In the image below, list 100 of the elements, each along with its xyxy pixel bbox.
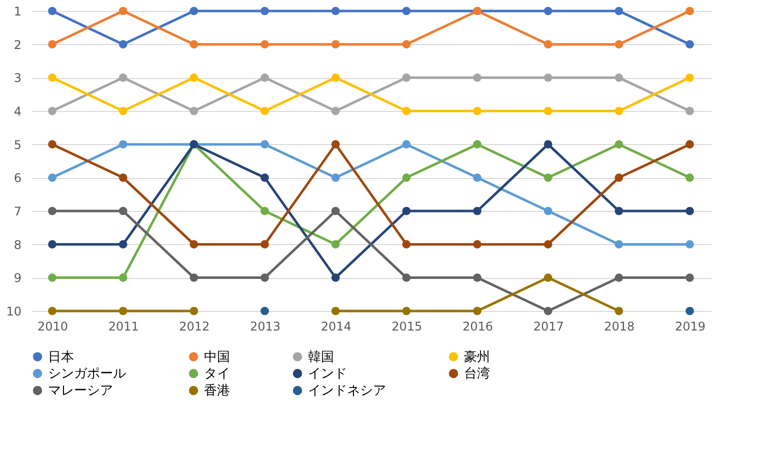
point (544, 206, 552, 216)
point (190, 273, 198, 282)
legend-label: 香港 (204, 384, 230, 398)
legend-label: インド (308, 366, 347, 382)
point (118, 40, 128, 49)
point (48, 240, 56, 249)
point (331, 173, 340, 182)
point (260, 40, 269, 49)
point (686, 73, 694, 82)
point (473, 306, 482, 316)
point (402, 306, 411, 316)
point (190, 106, 198, 116)
point (686, 240, 694, 249)
point (190, 73, 198, 82)
point (48, 206, 56, 216)
point (260, 106, 269, 116)
y-tick-label: 1 (14, 4, 22, 18)
point (48, 106, 56, 116)
x-tick-label: 2014 (320, 320, 352, 334)
point (118, 306, 128, 316)
legend-label: 日本 (48, 350, 74, 365)
point (544, 6, 552, 16)
point (260, 306, 269, 316)
point (118, 106, 128, 116)
y-tick-label: 2 (14, 38, 22, 52)
point (686, 173, 694, 182)
point (331, 306, 340, 316)
x-tick-label: 2010 (37, 320, 68, 334)
point (614, 173, 624, 182)
point (260, 73, 269, 82)
y-tick-label: 9 (14, 271, 22, 286)
point (190, 240, 198, 249)
point (48, 173, 56, 182)
x-tick-label: 2015 (392, 320, 422, 334)
point (331, 6, 340, 16)
point (118, 273, 128, 282)
point (48, 306, 56, 316)
point (48, 40, 56, 49)
y-tick-label: 10 (6, 304, 22, 318)
point (544, 273, 552, 282)
point (48, 273, 56, 282)
point (48, 73, 56, 82)
point (473, 140, 482, 149)
point (118, 240, 128, 249)
point (260, 206, 269, 216)
point (614, 240, 624, 249)
point (614, 106, 624, 116)
point (473, 106, 482, 116)
point (614, 306, 624, 316)
y-tick-label: 4 (14, 104, 22, 118)
point (544, 306, 552, 316)
point (614, 206, 624, 216)
legend-label: 豪州 (464, 350, 490, 365)
point (331, 73, 340, 82)
point (686, 140, 694, 149)
point (686, 106, 694, 116)
point (402, 6, 411, 16)
point (331, 40, 340, 49)
point (190, 6, 198, 16)
y-tick-label: 8 (14, 238, 22, 252)
point (402, 240, 411, 249)
y-tick-label: 3 (14, 71, 22, 86)
x-tick-label: 2016 (462, 320, 494, 334)
point (118, 140, 128, 149)
point (331, 273, 340, 282)
point (686, 206, 694, 216)
point (260, 240, 269, 249)
point (614, 73, 624, 82)
point (331, 206, 340, 216)
x-tick-label: 2011 (108, 320, 139, 334)
point (331, 106, 340, 116)
point (686, 6, 694, 16)
legend-label: マレーシア (48, 384, 113, 398)
point (118, 6, 128, 16)
legend-label: タイ (204, 366, 230, 382)
point (544, 73, 552, 82)
point (402, 173, 411, 182)
point (402, 140, 411, 149)
point (686, 40, 694, 49)
point (544, 106, 552, 116)
point (402, 206, 411, 216)
x-tick-label: 2018 (604, 320, 635, 334)
point (544, 240, 552, 249)
legend-label: 台湾 (464, 366, 490, 382)
point (544, 173, 552, 182)
point (614, 273, 624, 282)
x-tick-label: 2019 (674, 320, 706, 334)
point (48, 6, 56, 16)
point (473, 240, 482, 249)
point (402, 73, 411, 82)
point (686, 273, 694, 282)
point (118, 73, 128, 82)
point (402, 40, 411, 49)
point (544, 140, 552, 149)
legend-label: 中国 (204, 350, 230, 365)
y-tick-label: 7 (14, 204, 22, 218)
point (190, 40, 198, 49)
point (118, 173, 128, 182)
point (260, 6, 269, 16)
x-tick-label: 2017 (533, 320, 564, 334)
